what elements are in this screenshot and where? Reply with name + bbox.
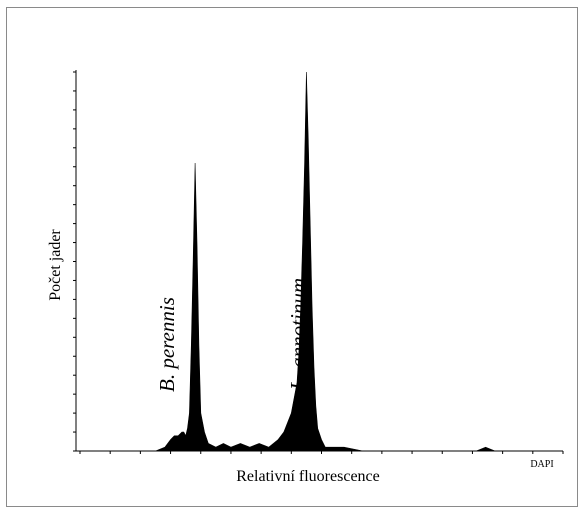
x-axis-label: Relativní fluorescence (236, 468, 380, 485)
x-axis-tag: DAPI (530, 459, 553, 470)
peak-label-l-annotinum: L. annotinum (286, 278, 310, 391)
y-axis-label: Počet jader (47, 229, 64, 301)
histogram-area (80, 71, 563, 452)
x-axis-ticks (79, 451, 564, 454)
peak-label-b-perennis: B. perennis (155, 297, 179, 392)
y-axis-ticks (73, 71, 76, 452)
